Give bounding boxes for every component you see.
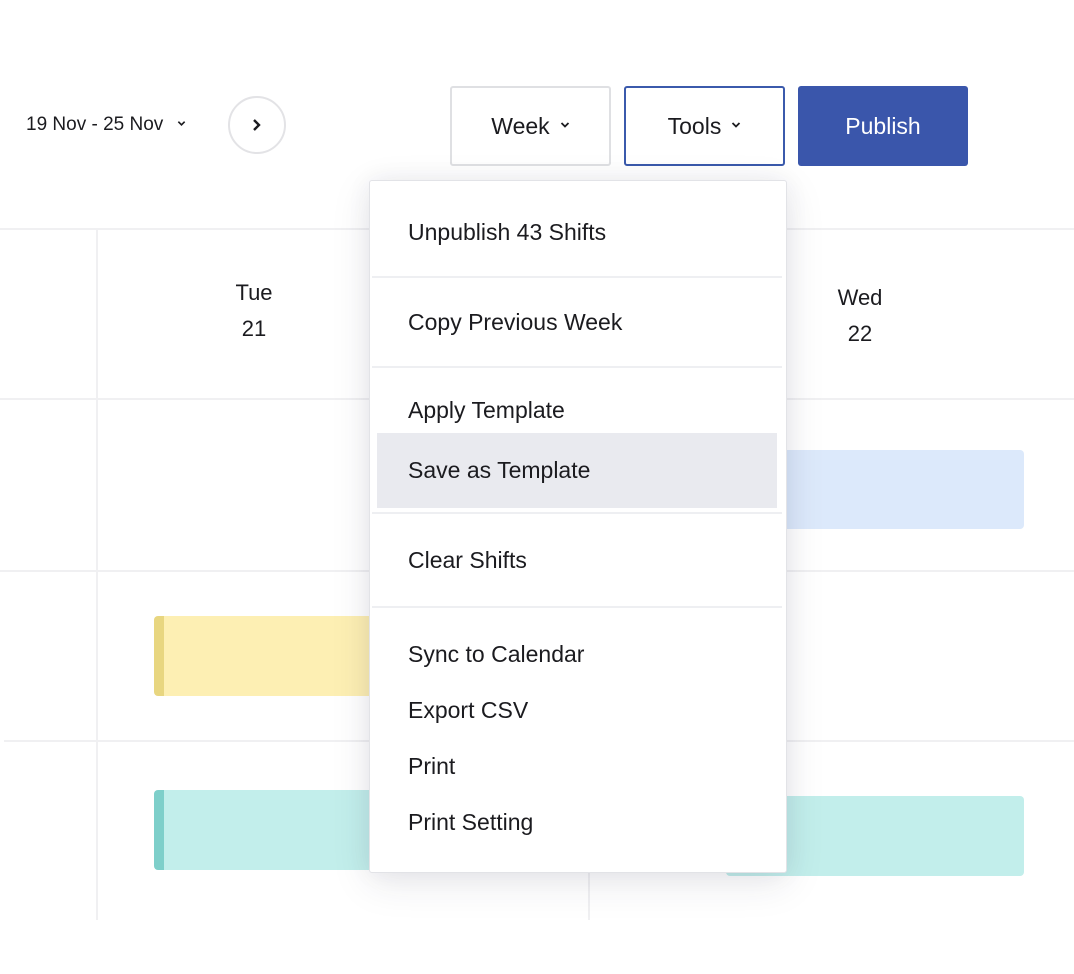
day-name: Tue (235, 280, 273, 305)
day-name: Wed (837, 285, 883, 310)
chevron-down-icon (560, 122, 569, 128)
day-date: 22 (847, 321, 873, 346)
view-week-label: Week (491, 112, 550, 139)
menu-item-label: Print Setting (408, 808, 534, 835)
menu-item-clear-shifts[interactable]: Clear Shifts (370, 537, 786, 583)
menu-divider (372, 606, 782, 608)
menu-divider (372, 512, 782, 514)
date-range-label: 19 Nov - 25 Nov (26, 114, 164, 135)
menu-item-save-as-template[interactable]: Save as Template (377, 433, 777, 508)
menu-item-label: Clear Shifts (408, 546, 527, 573)
publish-button[interactable]: Publish (798, 86, 968, 166)
day-header-tue[interactable]: Tue 21 (194, 275, 314, 347)
menu-item-export-csv[interactable]: Export CSV (370, 687, 786, 733)
publish-label: Publish (845, 112, 921, 139)
view-week-dropdown[interactable]: Week (450, 86, 611, 166)
menu-item-print-setting[interactable]: Print Setting (370, 799, 786, 845)
date-range-selector[interactable]: 19 Nov - 25 Nov (26, 114, 186, 136)
shift-block[interactable] (760, 450, 1024, 529)
grid-line (96, 228, 98, 920)
menu-divider (372, 276, 782, 278)
tools-dropdown-button[interactable]: Tools (624, 86, 785, 166)
menu-item-label: Export CSV (408, 696, 529, 723)
menu-item-label: Copy Previous Week (408, 308, 623, 335)
menu-item-unpublish-shifts[interactable]: Unpublish 43 Shifts (370, 209, 786, 255)
day-header-wed[interactable]: Wed 22 (800, 280, 920, 352)
next-week-button[interactable] (228, 96, 286, 154)
menu-item-label: Save as Template (408, 457, 591, 483)
menu-divider (372, 366, 782, 368)
tools-menu: Unpublish 43 Shifts Copy Previous Week A… (369, 180, 787, 873)
chevron-down-icon (178, 120, 186, 126)
tools-label: Tools (667, 112, 722, 139)
menu-item-copy-previous-week[interactable]: Copy Previous Week (370, 299, 786, 345)
chevron-right-icon (253, 119, 261, 131)
menu-item-sync-to-calendar[interactable]: Sync to Calendar (370, 631, 786, 677)
menu-item-apply-template[interactable]: Apply Template (370, 387, 786, 433)
menu-item-label: Apply Template (408, 396, 565, 423)
chevron-down-icon (732, 122, 741, 128)
menu-item-label: Unpublish 43 Shifts (408, 218, 607, 245)
menu-item-print[interactable]: Print (370, 743, 786, 789)
menu-item-label: Print (408, 752, 456, 779)
day-date: 21 (241, 316, 267, 341)
menu-item-label: Sync to Calendar (408, 640, 585, 667)
